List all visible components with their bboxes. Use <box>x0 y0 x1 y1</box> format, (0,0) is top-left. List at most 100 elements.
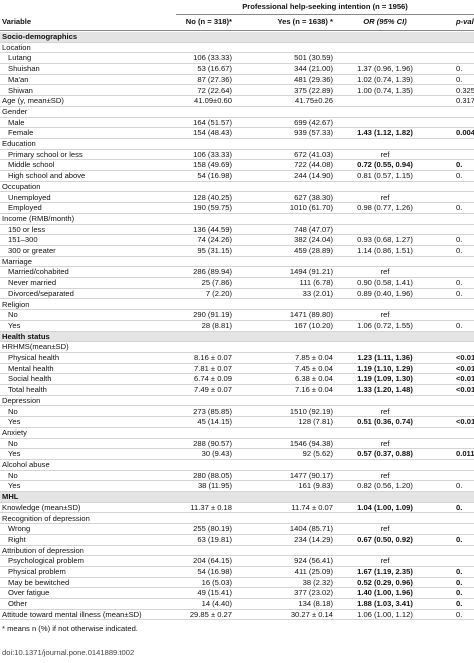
table-row: Marriage <box>0 257 474 268</box>
or-cell: 1.00 (0.74, 1.35) <box>357 85 413 95</box>
table-row: Yes 28 (8.81) 167 (10.20) 1.06 (0.72, 1.55)… <box>0 321 474 332</box>
yes-cell: 722 (44.08) <box>294 160 333 170</box>
no-cell: 106 (33.33) <box>193 149 232 159</box>
yes-cell: 672 (41.03) <box>294 149 333 159</box>
no-cell: 204 (64.15) <box>193 556 232 566</box>
yes-cell: 377 (23.02) <box>294 588 333 598</box>
no-cell: 28 (8.81) <box>201 320 232 330</box>
or-cell: 0.57 (0.37, 0.88) <box>357 449 413 459</box>
variable-label: Unemployed <box>8 192 51 202</box>
table-row: Female 154 (48.43) 939 (57.33) 1.43 (1.12, … <box>0 128 474 139</box>
variable-label: Physical problem <box>8 567 66 576</box>
variable-label: Alcohol abuse <box>2 460 50 469</box>
no-cell: 53 (16.67) <box>197 64 232 74</box>
yes-cell: 1404 (85.71) <box>289 524 333 534</box>
no-cell: 154 (48.43) <box>193 128 232 138</box>
variable-label: 150 or less <box>8 224 46 234</box>
yes-cell: 1477 (90.17) <box>289 470 333 480</box>
rule <box>176 14 474 15</box>
or-cell: 1.43 (1.12, 1.82) <box>357 128 413 138</box>
p-cell: 0.325 <box>456 85 474 95</box>
variable-label: No <box>8 470 18 480</box>
p-cell: 0. <box>456 171 463 181</box>
p-cell: 0.004 <box>456 128 474 138</box>
variable-label: May be bewitched <box>8 577 70 587</box>
variable-label: Male <box>8 117 25 127</box>
variable-label: Other <box>8 599 27 609</box>
table-row: Physical problem 54 (16.98) 411 (25.09) 1.6… <box>0 567 474 578</box>
table-row: Shuishan 53 (16.67) 344 (21.00) 1.37 (0.96,… <box>0 64 474 75</box>
variable-label: Middle school <box>8 160 55 170</box>
or-cell: 0.51 (0.36, 0.74) <box>357 417 413 427</box>
yes-cell: 459 (28.89) <box>294 246 333 255</box>
yes-cell: 939 (57.33) <box>294 128 333 138</box>
p-cell: <0.01 <box>456 374 474 384</box>
or-cell: 0.67 (0.50, 0.92) <box>357 534 413 544</box>
variable-label: No <box>8 310 18 320</box>
yes-cell: 375 (22.89) <box>294 85 333 95</box>
no-cell: 8.16 ± 0.07 <box>194 353 232 362</box>
no-cell: 63 (19.81) <box>197 534 232 544</box>
yes-cell: 6.38 ± 0.04 <box>295 374 333 384</box>
table-row: Occupation <box>0 182 474 193</box>
variable-label: Wrong <box>8 524 31 534</box>
table-row: Never married 25 (7.86) 111 (6.78) 0.90 (0.… <box>0 278 474 289</box>
table-row: Physical health 8.16 ± 0.07 7.85 ± 0.04 1.2… <box>0 353 474 364</box>
table-row: Education <box>0 139 474 150</box>
or-cell: 1.19 (1.10, 1.29) <box>357 363 413 373</box>
column-header: OR (95% CI) <box>363 17 407 26</box>
p-cell: 0. <box>456 278 463 288</box>
yes-cell: 41.75±0.26 <box>295 96 333 106</box>
p-cell: 0.317 <box>456 96 474 106</box>
no-cell: 87 (27.36) <box>197 74 232 84</box>
variable-label: Attribution of depression <box>2 545 84 555</box>
variable-label: Marriage <box>2 256 32 266</box>
or-cell: 1.33 (1.20, 1.48) <box>357 385 413 395</box>
p-cell: 0. <box>456 577 463 587</box>
table-row: No 288 (90.57) 1546 (94.38) ref <box>0 439 474 450</box>
no-cell: 14 (4.40) <box>201 599 232 609</box>
variable-label: Social health <box>8 374 52 384</box>
p-cell: <0.01 <box>456 353 474 362</box>
no-cell: 30 (9.43) <box>201 449 232 459</box>
variable-label: Income (RMB/month) <box>2 213 75 223</box>
no-cell: 290 (91.19) <box>193 310 232 320</box>
or-cell: 0.72 (0.55, 0.94) <box>357 160 413 170</box>
table-row: HRHMS(mean±SD) <box>0 342 474 353</box>
variable-label: No <box>8 406 18 416</box>
table-row: May be bewitched 16 (5.03) 38 (2.32) 0.52 (… <box>0 578 474 589</box>
p-cell: 0. <box>456 534 463 544</box>
no-cell: 95 (31.15) <box>197 246 232 255</box>
yes-cell: 1010 (61.70) <box>289 203 333 213</box>
variable-label: 300 or greater <box>8 246 56 255</box>
variable-label: Divorced/separated <box>8 288 74 298</box>
yes-cell: 627 (38.30) <box>294 192 333 202</box>
yes-cell: 11.74 ± 0.07 <box>291 502 333 512</box>
table-row: Other 14 (4.40) 134 (8.18) 1.88 (1.03, 3.41… <box>0 599 474 610</box>
no-cell: 29.85 ± 0.27 <box>189 609 232 619</box>
yes-cell: 501 (30.59) <box>294 53 333 63</box>
or-cell: ref <box>380 438 390 448</box>
or-cell: 1.37 (0.96, 1.96) <box>357 64 413 74</box>
no-cell: 25 (7.86) <box>201 278 232 288</box>
no-cell: 7.81 ± 0.07 <box>194 363 232 373</box>
no-cell: 286 (89.94) <box>193 267 232 277</box>
column-header: Variable <box>2 17 32 26</box>
no-cell: 7.49 ± 0.07 <box>194 385 232 395</box>
variable-label: Depression <box>2 395 41 405</box>
no-cell: 7 (2.20) <box>205 288 232 298</box>
yes-cell: 748 (47.07) <box>294 224 333 234</box>
table-row: High school and above 54 (16.98) 244 (14.9… <box>0 171 474 182</box>
column-header: No (n = 318)* <box>185 17 232 26</box>
variable-label: Knowledge (mean±SD) <box>2 502 81 512</box>
yes-cell: 481 (29.36) <box>294 74 333 84</box>
p-cell: 0. <box>456 609 463 619</box>
table-row: Alcohol abuse <box>0 460 474 471</box>
no-cell: 164 (51.57) <box>193 117 232 127</box>
variable-label: Anxiety <box>2 427 27 437</box>
or-cell: 0.52 (0.29, 0.96) <box>357 577 413 587</box>
yes-cell: 7.85 ± 0.04 <box>295 353 333 362</box>
variable-label: No <box>8 438 18 448</box>
p-cell: 0. <box>456 203 463 213</box>
